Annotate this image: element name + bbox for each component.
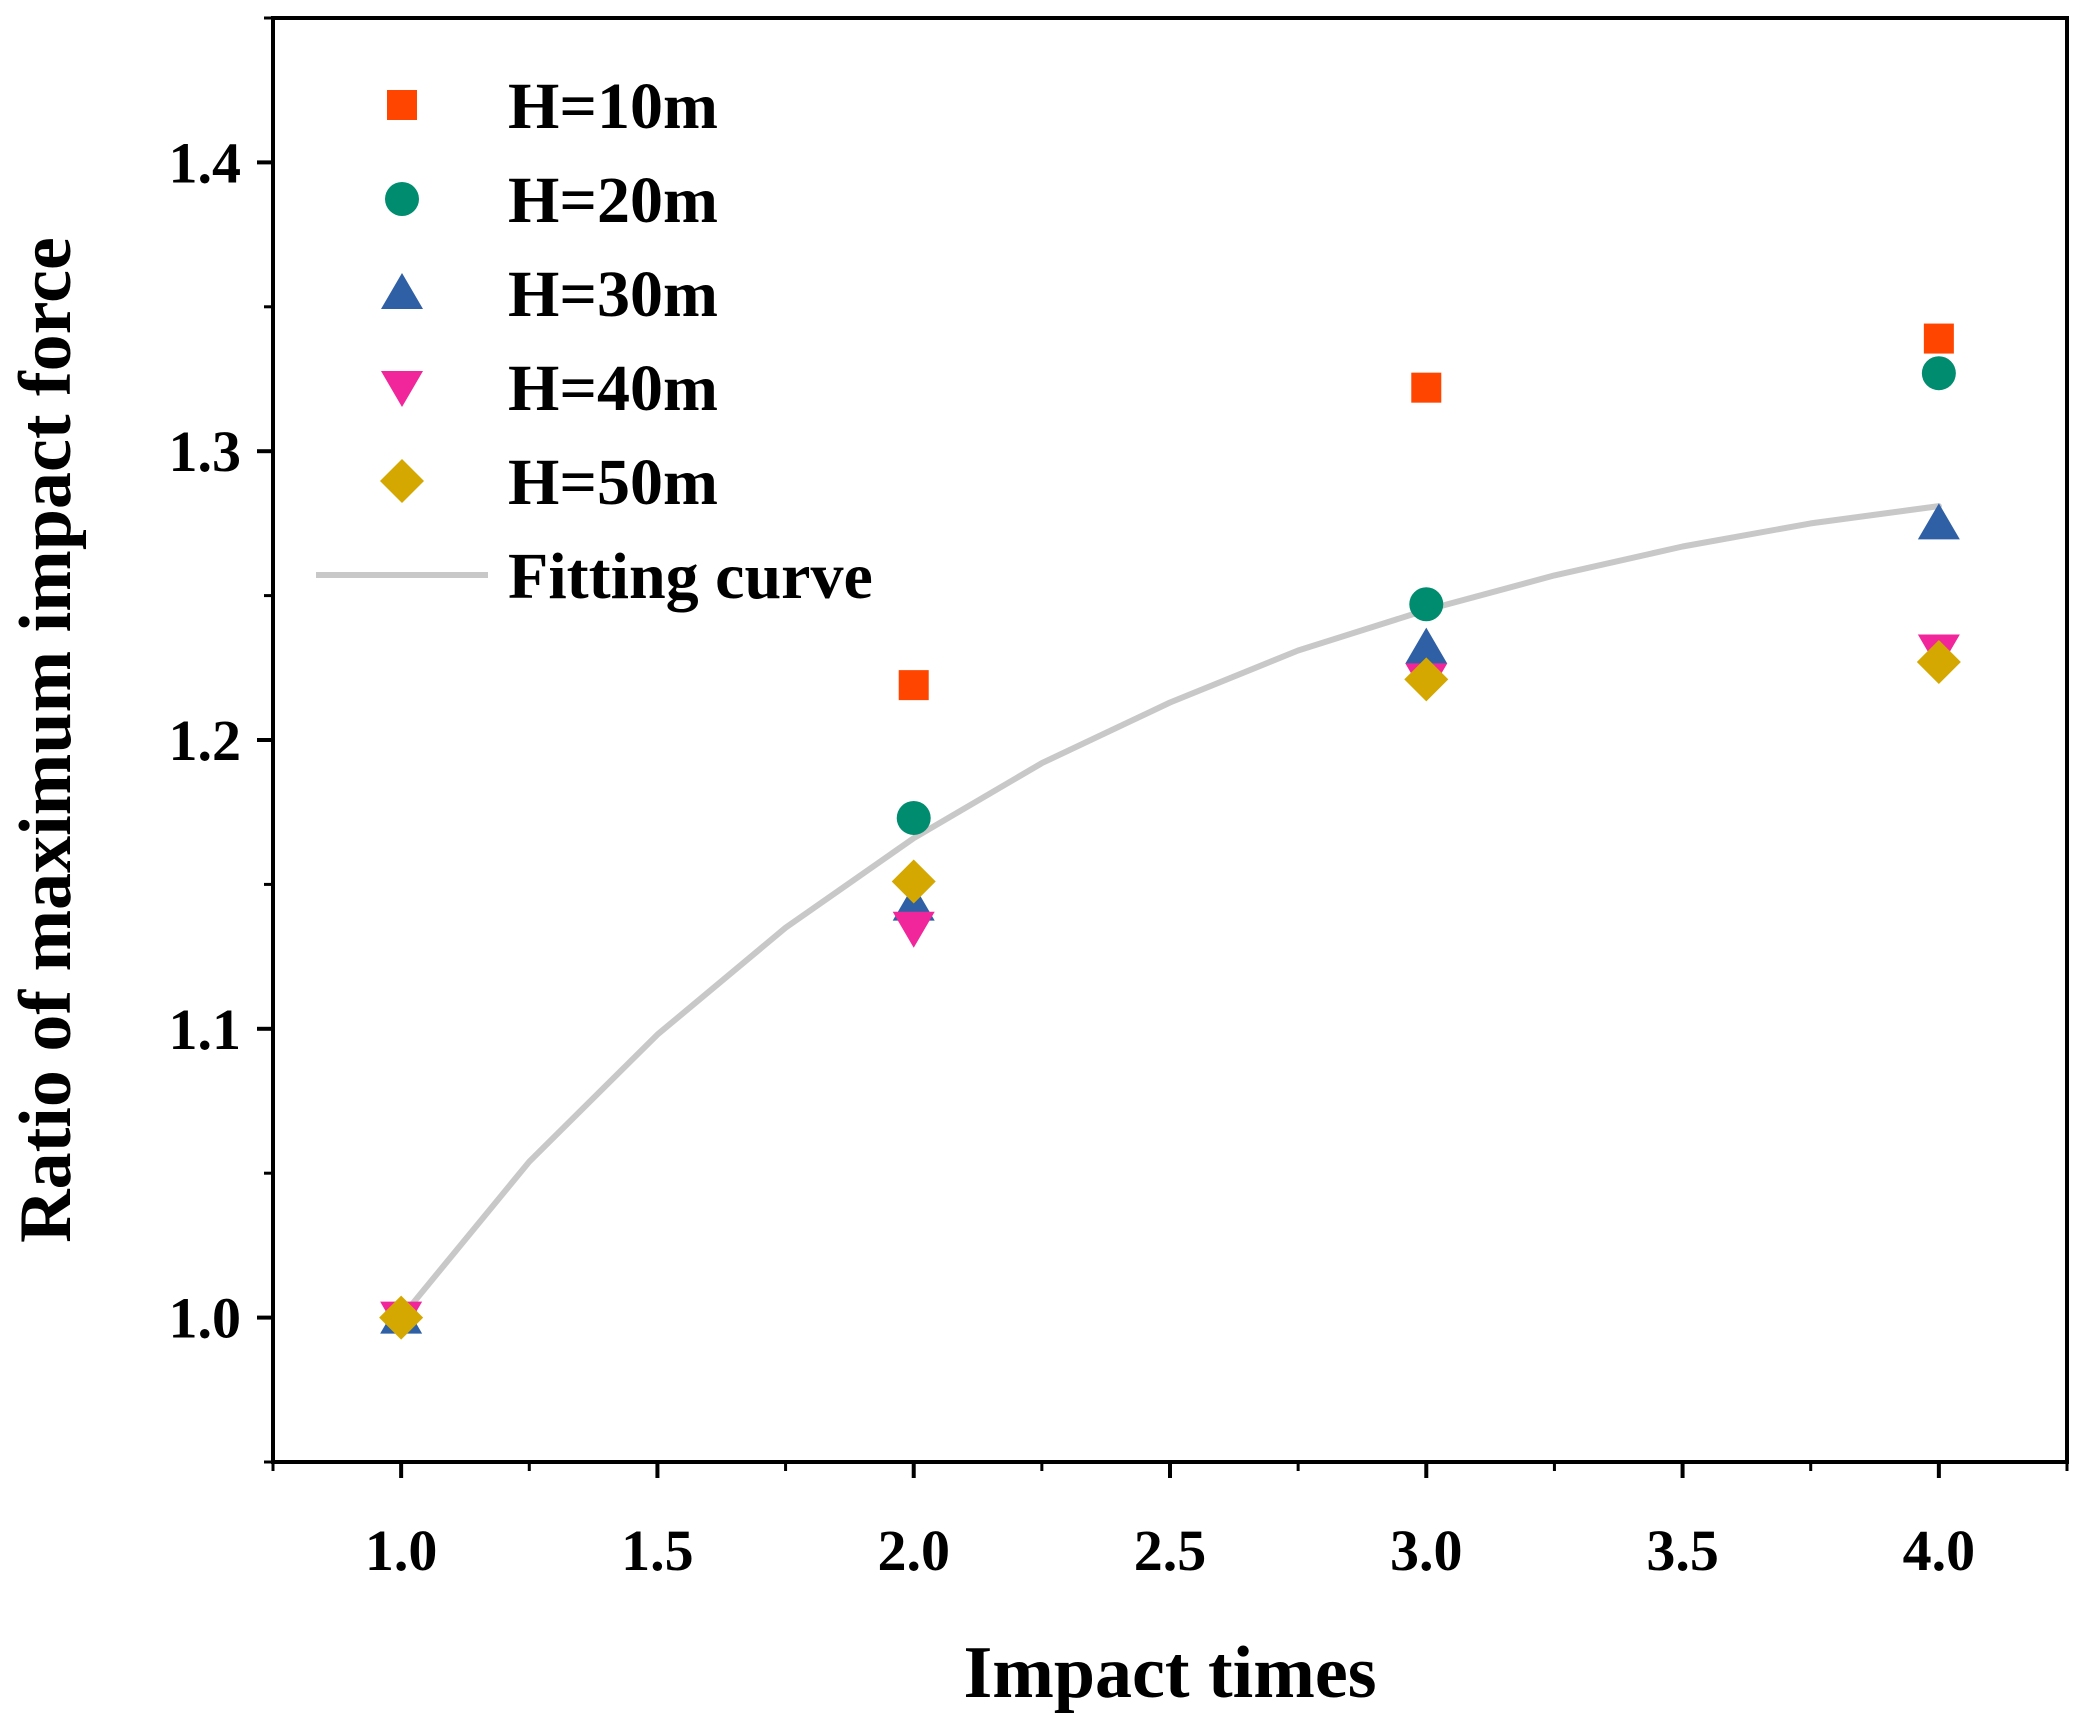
data-point-h-20m: [1409, 587, 1444, 622]
x-tick-label: 1.0: [365, 1518, 438, 1583]
legend-label: H=40m: [508, 352, 718, 425]
legend-label: H=10m: [508, 70, 718, 143]
legend-marker-h-30m: [381, 273, 423, 309]
x-axis-title: Impact times: [963, 1632, 1376, 1714]
y-axis-ticks: 1.0 1.1 1.2 1.3 1.4: [169, 16, 273, 1464]
legend-marker-h-50m: [380, 459, 424, 503]
fitting-curve-line: [398, 503, 1942, 1321]
x-tick-label: 2.5: [1134, 1518, 1207, 1583]
data-point-h-50m: [1916, 640, 1961, 685]
legend-marker-h-20m: [385, 182, 419, 216]
data-point-h-50m: [379, 1295, 424, 1340]
y-tick-label: 1.1: [169, 997, 242, 1062]
data-point-h-20m: [1921, 356, 1956, 391]
legend: H=10m H=20m H=30m H=40m H=50m Fitting curve: [316, 70, 873, 613]
x-tick-label: 3.5: [1646, 1518, 1719, 1583]
data-point-h-10m: [898, 670, 929, 701]
legend-label: H=50m: [508, 446, 718, 519]
x-tick-label: 3.0: [1390, 1518, 1463, 1583]
fitting-curve-layer: [398, 503, 1942, 1321]
data-point-h-10m: [1923, 323, 1954, 354]
legend-label: H=30m: [508, 258, 718, 331]
data-point-h-30m: [1405, 627, 1448, 664]
y-tick-label: 1.3: [169, 419, 242, 484]
y-tick-label: 1.0: [169, 1286, 242, 1351]
x-tick-label: 4.0: [1903, 1518, 1976, 1583]
legend-marker-h-40m: [381, 371, 423, 407]
x-axis-ticks: 1.0 1.5 2.0 2.5 3.0 3.5 4.0: [271, 1462, 2069, 1583]
data-point-h-10m: [1411, 372, 1442, 403]
x-tick-label: 2.0: [877, 1518, 950, 1583]
data-points-layer: [379, 323, 1961, 1340]
legend-label: H=20m: [508, 164, 718, 237]
y-tick-label: 1.2: [169, 708, 242, 773]
data-point-h-20m: [896, 800, 931, 835]
legend-label: Fitting curve: [508, 540, 873, 613]
legend-marker-h-10m: [387, 90, 417, 120]
data-point-h-30m: [1917, 503, 1960, 540]
y-axis-title: Ratio of maximum impact force: [5, 237, 87, 1243]
data-point-h-50m: [891, 859, 936, 904]
x-tick-label: 1.5: [621, 1518, 694, 1583]
y-tick-label: 1.4: [169, 130, 242, 195]
data-point-h-40m: [892, 911, 935, 948]
data-point-h-50m: [1404, 657, 1449, 702]
